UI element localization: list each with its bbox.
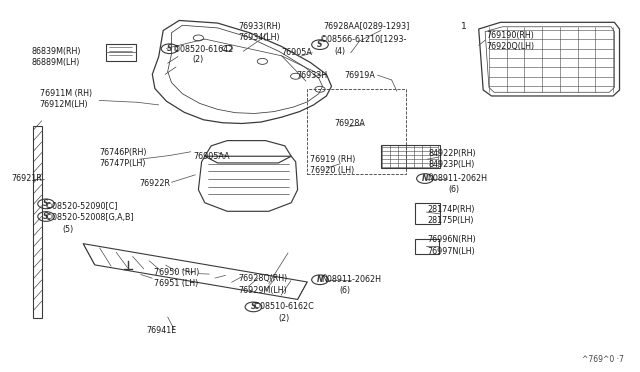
Text: 1: 1 xyxy=(461,22,467,31)
Text: N: N xyxy=(422,174,428,183)
Text: ©08520-61642: ©08520-61642 xyxy=(173,45,234,54)
Bar xyxy=(307,89,406,174)
Text: 76919 (RH): 76919 (RH) xyxy=(310,155,356,164)
Text: 84922P(RH): 84922P(RH) xyxy=(429,149,476,158)
Text: S: S xyxy=(44,199,49,208)
Text: 76921R: 76921R xyxy=(12,174,42,183)
Text: 76919A: 76919A xyxy=(344,71,375,80)
Text: 76920Q(LH): 76920Q(LH) xyxy=(486,42,534,51)
Bar xyxy=(415,203,440,224)
Text: ©08510-6162C: ©08510-6162C xyxy=(253,302,314,311)
Text: 76929M(LH): 76929M(LH) xyxy=(238,286,287,295)
Text: 76934(LH): 76934(LH) xyxy=(238,33,280,42)
Text: 76911M (RH): 76911M (RH) xyxy=(40,89,92,98)
Text: S: S xyxy=(167,44,172,53)
Text: (4): (4) xyxy=(334,47,345,56)
Text: (6): (6) xyxy=(339,286,350,295)
Text: ©08520-52008[G,A,B]: ©08520-52008[G,A,B] xyxy=(45,213,134,222)
Text: ^769^0 ·7: ^769^0 ·7 xyxy=(582,355,624,364)
Text: 76905A: 76905A xyxy=(282,48,312,57)
Text: 76928A: 76928A xyxy=(335,119,365,128)
Text: Ñ08911-2062H: Ñ08911-2062H xyxy=(321,275,381,284)
Text: (2): (2) xyxy=(278,314,290,323)
Text: 76941E: 76941E xyxy=(146,326,176,335)
Bar xyxy=(33,126,42,318)
Text: (5): (5) xyxy=(63,225,74,234)
Text: 76922R: 76922R xyxy=(140,179,170,187)
Text: 76928AA[0289-1293]: 76928AA[0289-1293] xyxy=(323,22,410,31)
Text: S: S xyxy=(251,302,256,311)
Text: Ñ08911-2062H: Ñ08911-2062H xyxy=(428,174,488,183)
Text: S: S xyxy=(317,40,323,49)
Text: 84923P(LH): 84923P(LH) xyxy=(429,160,475,169)
Text: ©08520-52090[C]: ©08520-52090[C] xyxy=(45,201,118,210)
Text: 76996N(RH): 76996N(RH) xyxy=(428,235,476,244)
Text: S: S xyxy=(44,212,49,221)
Text: 28174P(RH): 28174P(RH) xyxy=(428,205,475,214)
Text: 28175P(LH): 28175P(LH) xyxy=(428,216,474,225)
Text: 76997N(LH): 76997N(LH) xyxy=(428,247,476,256)
Text: 76920 (LH): 76920 (LH) xyxy=(310,166,355,175)
Text: 86839M(RH): 86839M(RH) xyxy=(32,47,81,56)
Text: 76912M(LH): 76912M(LH) xyxy=(40,100,88,109)
Text: N: N xyxy=(317,275,323,284)
Text: 76933(RH): 76933(RH) xyxy=(238,22,281,31)
Bar xyxy=(381,145,440,168)
Text: 76951 (LH): 76951 (LH) xyxy=(154,279,198,288)
Text: 76746P(RH): 76746P(RH) xyxy=(99,148,147,157)
Text: 76928Q(RH): 76928Q(RH) xyxy=(238,275,287,283)
Bar xyxy=(415,239,439,254)
Text: 769190(RH): 769190(RH) xyxy=(486,31,534,40)
Bar xyxy=(106,44,136,61)
Text: 76933H: 76933H xyxy=(296,71,328,80)
Text: 76905AA: 76905AA xyxy=(193,153,230,161)
Text: ©08566-61210[1293-: ©08566-61210[1293- xyxy=(320,35,408,44)
Text: 86889M(LH): 86889M(LH) xyxy=(32,58,81,67)
Text: (6): (6) xyxy=(448,185,459,194)
Text: 76950 (RH): 76950 (RH) xyxy=(154,268,199,277)
Text: (2): (2) xyxy=(192,55,204,64)
Text: 76747P(LH): 76747P(LH) xyxy=(99,159,146,168)
